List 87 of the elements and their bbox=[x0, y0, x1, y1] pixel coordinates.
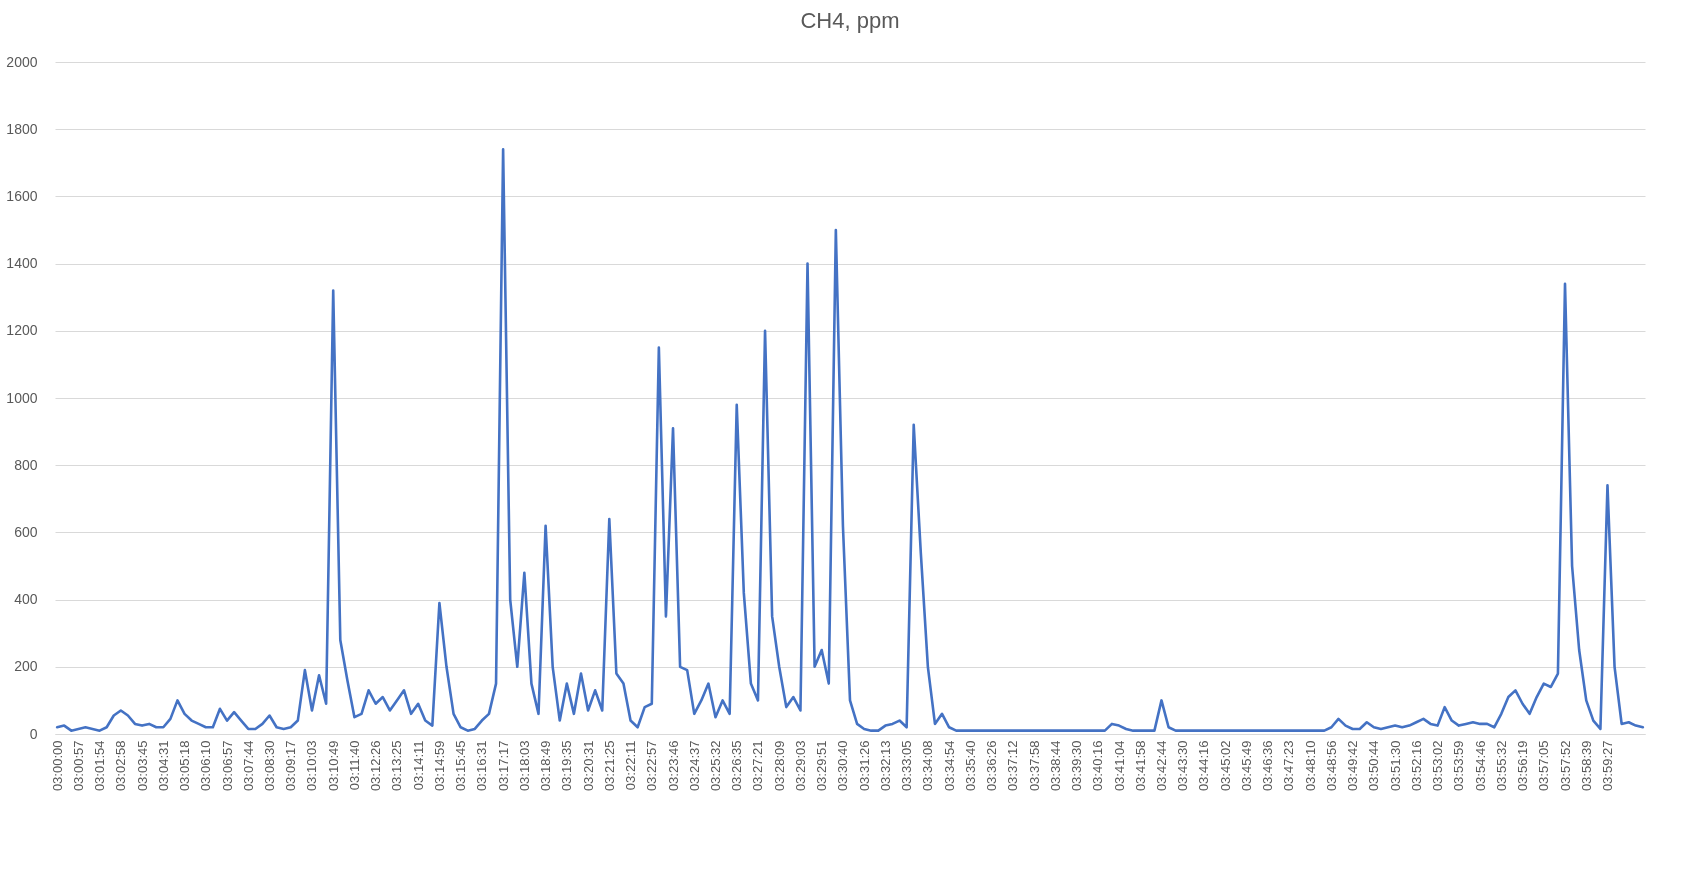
x-tick-label: 03:21:25 bbox=[601, 740, 617, 792]
x-tick-label: 03:53:59 bbox=[1451, 740, 1467, 792]
x-tick-label: 03:33:05 bbox=[899, 740, 915, 792]
x-tick-label: 03:18:49 bbox=[538, 740, 554, 792]
x-tick-label: 03:23:46 bbox=[665, 740, 681, 792]
x-tick-label: 03:57:05 bbox=[1536, 740, 1552, 792]
x-tick-label: 03:45:02 bbox=[1217, 740, 1233, 792]
x-tick-label: 03:35:40 bbox=[962, 740, 978, 792]
x-tick-label: 03:10:49 bbox=[325, 740, 341, 792]
y-tick-label: 600 bbox=[14, 523, 38, 540]
y-tick-label: 1800 bbox=[6, 120, 38, 137]
x-tick-label: 03:11:40 bbox=[346, 740, 362, 791]
x-tick-label: 03:12:26 bbox=[368, 740, 384, 792]
x-tick-label: 03:55:32 bbox=[1493, 740, 1509, 792]
x-tick-label: 03:37:58 bbox=[1026, 740, 1042, 792]
y-tick-label: 2000 bbox=[6, 53, 38, 70]
y-tick-label: 1000 bbox=[6, 389, 38, 406]
x-tick-label: 03:41:04 bbox=[1111, 740, 1127, 792]
x-tick-label: 03:01:54 bbox=[92, 740, 108, 792]
y-tick-label: 0 bbox=[29, 725, 38, 742]
x-tick-label: 03:22:11 bbox=[623, 740, 639, 791]
x-tick-label: 03:45:49 bbox=[1238, 740, 1254, 792]
x-tick-label: 03:36:26 bbox=[984, 740, 1000, 792]
x-tick-label: 03:56:19 bbox=[1515, 740, 1531, 792]
x-tick-label: 03:34:54 bbox=[941, 740, 957, 792]
x-tick-label: 03:29:03 bbox=[792, 740, 808, 792]
y-tick-label: 400 bbox=[14, 591, 38, 608]
x-tick-label: 03:00:00 bbox=[49, 740, 65, 792]
x-tick-label: 03:34:08 bbox=[920, 740, 936, 792]
x-tick-label: 03:03:45 bbox=[134, 740, 150, 792]
x-tick-label: 03:16:31 bbox=[474, 740, 490, 792]
y-tick-label: 1600 bbox=[6, 187, 38, 204]
x-tick-label: 03:15:45 bbox=[453, 740, 469, 792]
x-tick-label: 03:51:30 bbox=[1387, 740, 1403, 792]
x-tick-label: 03:18:03 bbox=[516, 740, 532, 792]
x-tick-label: 03:49:42 bbox=[1345, 740, 1361, 792]
x-tick-label: 03:07:44 bbox=[240, 740, 256, 792]
x-tick-label: 03:00:57 bbox=[70, 740, 86, 792]
chart-title: CH4, ppm bbox=[800, 8, 900, 33]
x-tick-label: 03:41:58 bbox=[1132, 740, 1148, 792]
x-tick-label: 03:14:11 bbox=[410, 740, 426, 791]
x-tick-label: 03:50:44 bbox=[1366, 740, 1382, 792]
x-tick-label: 03:25:32 bbox=[707, 740, 723, 792]
x-tick-label: 03:54:46 bbox=[1472, 740, 1488, 792]
x-tick-label: 03:43:30 bbox=[1175, 740, 1191, 792]
x-tick-label: 03:40:16 bbox=[1090, 740, 1106, 792]
y-tick-label: 1400 bbox=[6, 255, 38, 272]
line-series bbox=[55, 148, 1645, 732]
x-tick-label: 03:19:35 bbox=[559, 740, 575, 792]
x-tick-label: 03:30:40 bbox=[835, 740, 851, 792]
x-tick-label: 03:17:17 bbox=[495, 740, 511, 792]
x-tick-label: 03:24:37 bbox=[686, 740, 702, 792]
x-tick-label: 03:08:30 bbox=[262, 740, 277, 792]
x-tick-label: 03:14:59 bbox=[431, 740, 447, 792]
x-tick-label: 03:31:26 bbox=[856, 740, 872, 792]
y-tick-label: 200 bbox=[14, 658, 38, 675]
x-tick-label: 03:57:52 bbox=[1557, 740, 1573, 792]
x-tick-label: 03:53:02 bbox=[1430, 740, 1446, 792]
x-tick-label: 03:04:31 bbox=[155, 740, 171, 792]
x-tick-label: 03:32:13 bbox=[877, 740, 893, 792]
x-tick-label: 03:52:16 bbox=[1408, 740, 1424, 792]
x-tick-label: 03:28:09 bbox=[771, 740, 787, 792]
x-tick-label: 03:59:27 bbox=[1599, 740, 1615, 792]
x-tick-label: 03:47:23 bbox=[1281, 740, 1297, 792]
x-tick-label: 03:58:39 bbox=[1578, 740, 1594, 792]
x-tick-label: 03:06:57 bbox=[219, 740, 235, 792]
x-tick-label: 03:02:58 bbox=[113, 740, 129, 792]
x-tick-label: 03:06:10 bbox=[198, 740, 214, 792]
x-tick-label: 03:48:56 bbox=[1323, 740, 1339, 792]
y-tick-label: 800 bbox=[14, 456, 38, 473]
x-tick-label: 03:44:16 bbox=[1196, 740, 1212, 792]
x-tick-label: 03:05:18 bbox=[177, 740, 193, 792]
x-tick-label: 03:37:12 bbox=[1005, 740, 1021, 792]
x-tick-label: 03:20:31 bbox=[580, 740, 596, 792]
x-tick-label: 03:48:10 bbox=[1302, 740, 1318, 792]
x-tick-label: 03:27:21 bbox=[750, 740, 766, 792]
x-tick-label: 03:13:25 bbox=[389, 740, 405, 792]
x-tick-label: 03:42:44 bbox=[1153, 740, 1169, 792]
x-tick-label: 03:29:51 bbox=[814, 740, 830, 792]
x-tick-label: 03:09:17 bbox=[283, 740, 299, 792]
x-tick-label: 03:10:03 bbox=[304, 740, 320, 792]
x-tick-label: 03:38:44 bbox=[1047, 740, 1063, 792]
x-tick-label: 03:39:30 bbox=[1069, 740, 1085, 792]
x-tick-label: 03:26:35 bbox=[729, 740, 745, 792]
y-tick-label: 1200 bbox=[6, 322, 38, 339]
x-tick-label: 03:22:57 bbox=[644, 740, 660, 792]
x-tick-label: 03:46:36 bbox=[1260, 740, 1276, 792]
